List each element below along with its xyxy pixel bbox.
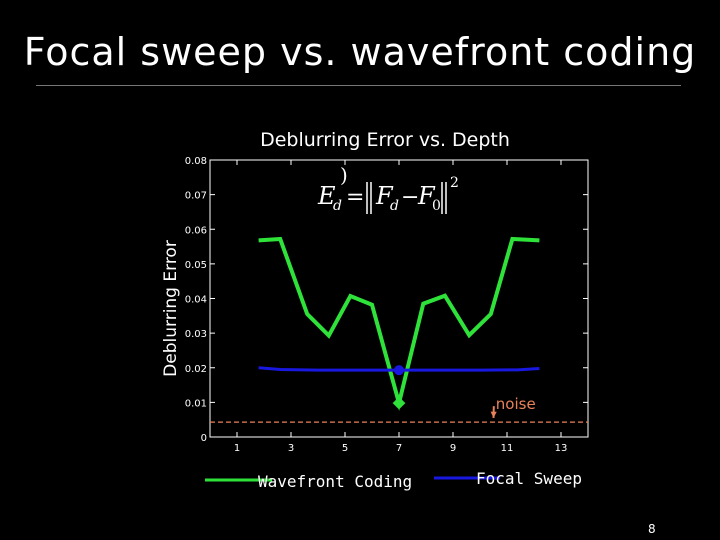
page-number: 8 [648, 522, 656, 536]
y-ticks: 0 0.01 0.02 0.03 0.04 0.05 0.06 0.07 0.08 [185, 156, 588, 444]
y-tick-label: 0.06 [185, 225, 207, 236]
legend-label-wavefront-coding: Wavefront Coding [258, 472, 412, 491]
wavefront-coding-min-marker [392, 396, 406, 410]
title-divider [36, 85, 681, 86]
noise-annotation-arrowhead [490, 411, 497, 418]
x-tick-label: 5 [342, 443, 348, 454]
svg-text:−: − [401, 185, 419, 210]
y-tick-label: 0.05 [185, 260, 207, 271]
svg-text:F: F [417, 182, 436, 210]
y-tick-label: 0.08 [185, 156, 207, 167]
y-tick-label: 0.03 [185, 329, 207, 340]
x-tick-label: 3 [288, 443, 294, 454]
x-ticks: 1 3 5 7 9 11 13 [234, 160, 568, 454]
error-formula: E d = F d − F 0 2 ) [317, 163, 459, 214]
svg-text:E: E [317, 182, 336, 210]
svg-text:0: 0 [432, 198, 441, 214]
slide-title: Focal sweep vs. wavefront coding [23, 30, 697, 74]
noise-annotation-label: noise [496, 395, 536, 413]
chart-title: Deblurring Error vs. Depth [260, 129, 510, 151]
annotations: noise [490, 395, 536, 418]
x-tick-label: 1 [234, 443, 240, 454]
y-axis-label: Deblurring Error [161, 240, 181, 377]
focal-sweep-marker [394, 365, 404, 376]
svg-text:2: 2 [450, 175, 459, 191]
svg-text:F: F [375, 182, 394, 210]
svg-text:): ) [340, 163, 348, 187]
x-tick-label: 9 [450, 443, 456, 454]
legend-label-focal-sweep: Focal Sweep [476, 469, 582, 488]
svg-text:d: d [333, 198, 342, 214]
y-tick-label: 0 [201, 433, 207, 444]
y-tick-label: 0.07 [185, 191, 207, 202]
svg-text:d: d [390, 198, 399, 214]
x-tick-label: 11 [501, 443, 514, 454]
series-line-wavefront-coding [258, 236, 540, 412]
x-tick-label: 13 [555, 443, 568, 454]
x-tick-label: 7 [396, 443, 402, 454]
svg-text:=: = [346, 185, 364, 210]
y-tick-label: 0.04 [185, 295, 207, 306]
y-tick-label: 0.02 [185, 364, 207, 375]
y-tick-label: 0.01 [185, 398, 207, 409]
